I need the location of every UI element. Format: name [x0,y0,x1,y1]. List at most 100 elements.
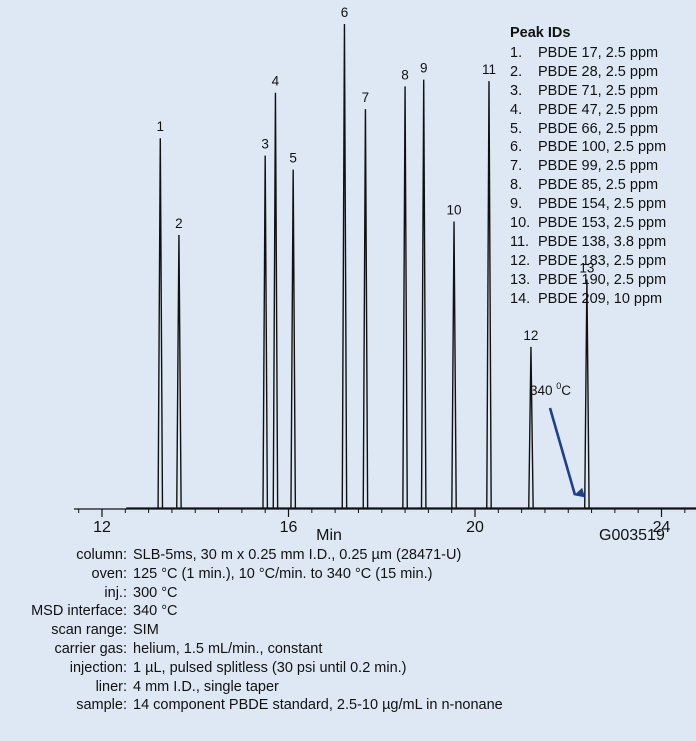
legend-item: 2. PBDE 28, 2.5 ppm [510,63,666,82]
peak-12 [528,346,534,509]
peak-id-legend: Peak IDs 1. PBDE 17, 2.5 ppm 2. PBDE 28, 2.… [510,24,666,309]
legend-item: 12. PBDE 183, 2.5 ppm [510,252,666,271]
legend-item-number: 14. [510,290,531,307]
x-tick-label: 24 [653,519,671,536]
condition-row: MSD interface: 340 °C [0,602,503,621]
x-axis: 121620242832MinG003519 [74,508,696,544]
condition-value: 4 mm I.D., single taper [133,678,279,695]
legend-item-text: PBDE 71, 2.5 ppm [538,82,659,99]
legend-item: 8. PBDE 85, 2.5 ppm [510,176,666,195]
condition-value: 1 µL, pulsed splitless (30 psi until 0.2… [133,659,407,676]
condition-label: oven: [91,565,127,582]
legend-item-text: PBDE 100, 2.5 ppm [538,139,667,156]
legend-item: 6. PBDE 100, 2.5 ppm [510,138,666,157]
legend-item-number: 13. [510,271,531,288]
legend-item-text: PBDE 154, 2.5 ppm [538,196,667,213]
condition-value: SLB-5ms, 30 m x 0.25 mm I.D., 0.25 µm (2… [133,547,462,563]
peak-label-6: 6 [341,5,349,20]
legend-item-text: PBDE 183, 2.5 ppm [538,252,667,269]
chromatogram-chart: 121620242832MinG003519 12345678910111213… [74,5,696,544]
condition-label: inj.: [104,584,127,601]
peak-label-13: 13 [579,261,594,276]
legend-item: 10. PBDE 153, 2.5 ppm [510,214,666,233]
peak-7 [362,109,369,509]
legend-item: 9. PBDE 154, 2.5 ppm [510,195,666,214]
legend-item-number: 6. [510,139,523,156]
peak-label-5: 5 [289,151,297,166]
figure-id: G003519 [599,527,665,544]
legend-item: 14. PBDE 209, 10 ppm [510,290,666,309]
condition-row: liner: 4 mm I.D., single taper [0,678,503,697]
legend-item-number: 4. [510,101,523,118]
legend-item-text: PBDE 47, 2.5 ppm [538,101,659,118]
peak-label-7: 7 [362,90,370,105]
legend-item-number: 7. [510,158,523,175]
condition-row: carrier gas: helium, 1.5 mL/min., constan… [0,640,503,659]
peak-1 [157,138,164,509]
peak-5 [290,169,297,509]
legend-item-number: 12. [510,252,531,269]
condition-label: liner: [95,678,127,695]
legend-item-text: PBDE 153, 2.5 ppm [538,215,667,232]
legend-item-number: 3. [510,82,523,99]
condition-row: inj.: 300 °C [0,584,503,603]
condition-label: scan range: [51,622,127,639]
condition-row: injection: 1 µL, pulsed splitless (30 psi… [0,659,503,678]
peak-label-12: 12 [523,328,538,343]
peak-8 [402,86,408,509]
legend-item-text: PBDE 66, 2.5 ppm [538,120,659,137]
condition-value: 14 component PBDE standard, 2.5-10 µg/mL… [133,697,503,714]
legend-item: 1. PBDE 17, 2.5 ppm [510,44,666,63]
x-tick-label: 12 [93,519,111,536]
condition-value: 125 °C (1 min.), 10 °C/min. to 340 °C (1… [133,565,433,582]
x-tick-label: 20 [466,519,484,536]
legend-item-text: PBDE 17, 2.5 ppm [538,44,659,61]
condition-value: SIM [133,622,159,639]
peak-label-10: 10 [447,202,462,217]
peak-label-4: 4 [272,74,280,89]
peak-label-3: 3 [261,137,269,152]
legend-item-text: PBDE 190, 2.5 ppm [538,271,667,288]
legend-item-text: PBDE 28, 2.5 ppm [538,63,659,80]
condition-value: helium, 1.5 mL/min., constant [133,640,323,657]
legend-item-text: PBDE 209, 10 ppm [538,290,663,307]
legend-item: 4. PBDE 47, 2.5 ppm [510,101,666,120]
legend-item-number: 10. [510,215,531,232]
legend-item-text: PBDE 138, 3.8 ppm [538,233,667,250]
condition-row: scan range: SIM [0,621,503,640]
condition-label: injection: [69,659,127,676]
legend-item: 3. PBDE 71, 2.5 ppm [510,82,666,101]
legend-item: 13. PBDE 190, 2.5 ppm [510,271,666,290]
peak-11 [486,81,492,509]
peak-6 [341,23,348,509]
peak-9 [420,79,427,509]
peak-label-9: 9 [420,61,428,76]
peak-label-11: 11 [482,62,496,77]
x-tick-label: 16 [280,519,298,536]
legend-item-number: 2. [510,63,523,80]
peak-label-2: 2 [175,216,183,231]
method-conditions: column: SLB-5ms, 30 m x 0.25 mm I.D., 0.2… [0,546,503,715]
legend-item-number: 8. [510,177,523,194]
temperature-annotation: 340 0C [530,381,571,398]
peak-4 [272,92,279,509]
legend-item: 7. PBDE 99, 2.5 ppm [510,157,666,176]
x-axis-label: Min [316,527,342,544]
condition-row: column: SLB-5ms, 30 m x 0.25 mm I.D., 0.2… [0,546,503,565]
condition-value: 340 °C [133,603,178,620]
peak-13 [584,279,590,509]
condition-value: 300 °C [133,584,178,601]
legend-item: 11. PBDE 138, 3.8 ppm [510,233,666,252]
condition-row: sample: 14 component PBDE standard, 2.5-1… [0,696,503,715]
legend-item-number: 1. [510,44,523,61]
peak-10 [451,221,457,509]
temperature-arrow [548,407,586,498]
legend-item-number: 9. [510,196,523,213]
condition-label: carrier gas: [54,640,127,657]
condition-row: oven: 125 °C (1 min.), 10 °C/min. to 340 … [0,565,503,584]
legend-item: 5. PBDE 66, 2.5 ppm [510,120,666,139]
condition-label: column: [76,547,127,563]
condition-label: MSD interface: [31,603,127,620]
legend-item-number: 11. [510,233,530,250]
legend-title: Peak IDs [510,25,571,41]
